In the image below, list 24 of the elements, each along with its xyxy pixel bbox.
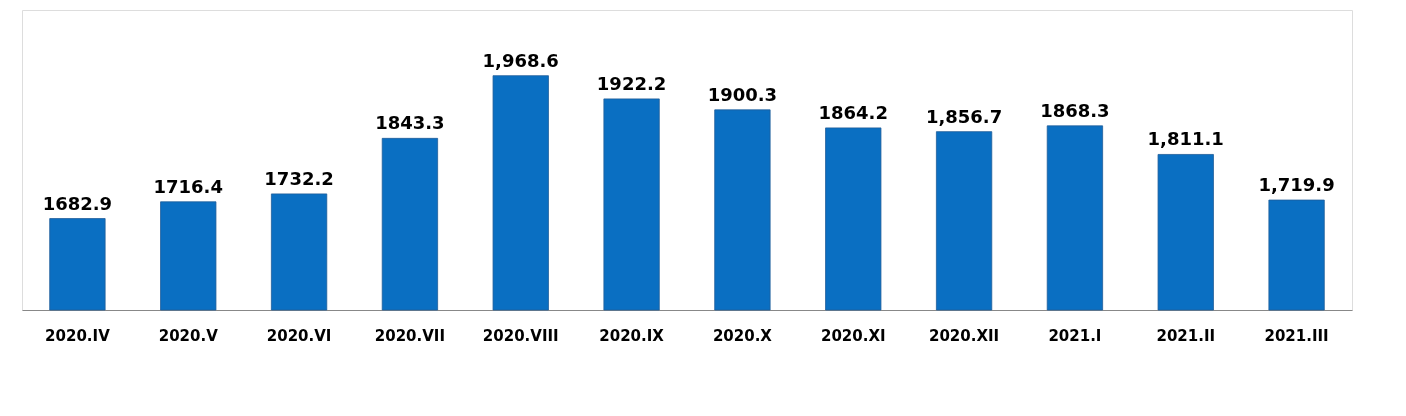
data-label: 1682.9 <box>42 192 113 214</box>
data-label: 1922.2 <box>596 72 667 94</box>
x-tick-label: 2020.X <box>712 326 773 345</box>
data-label: 1,719.9 <box>1258 174 1335 196</box>
x-tick-label: 2021.II <box>1156 326 1216 345</box>
data-label: 1732.2 <box>264 167 334 189</box>
x-tick-label: 2021.I <box>1048 326 1102 345</box>
data-label: 1900.3 <box>707 83 778 105</box>
x-tick-label: 2021.III <box>1264 326 1329 345</box>
x-tick-label: 2020.V <box>158 326 219 345</box>
data-label: 1716.4 <box>153 175 223 197</box>
x-tick-label: 2020.VI <box>266 326 332 345</box>
x-tick-label: 2020.IX <box>599 326 665 345</box>
x-tick-label: 2020.VII <box>374 326 446 345</box>
x-tick-label: 2020.XI <box>820 326 886 345</box>
data-label: 1,811.1 <box>1147 128 1224 150</box>
x-tick-label: 2020.XII <box>928 326 1000 345</box>
x-tick-label: 2020.VIII <box>482 326 559 345</box>
x-tick-label: 2020.IV <box>45 326 111 345</box>
data-label: 1843.3 <box>375 112 445 134</box>
data-label: 1,968.6 <box>482 49 559 71</box>
data-label: 1868.3 <box>1040 99 1110 121</box>
data-label: 1,856.7 <box>925 105 1003 127</box>
data-label: 1864.2 <box>818 101 888 123</box>
